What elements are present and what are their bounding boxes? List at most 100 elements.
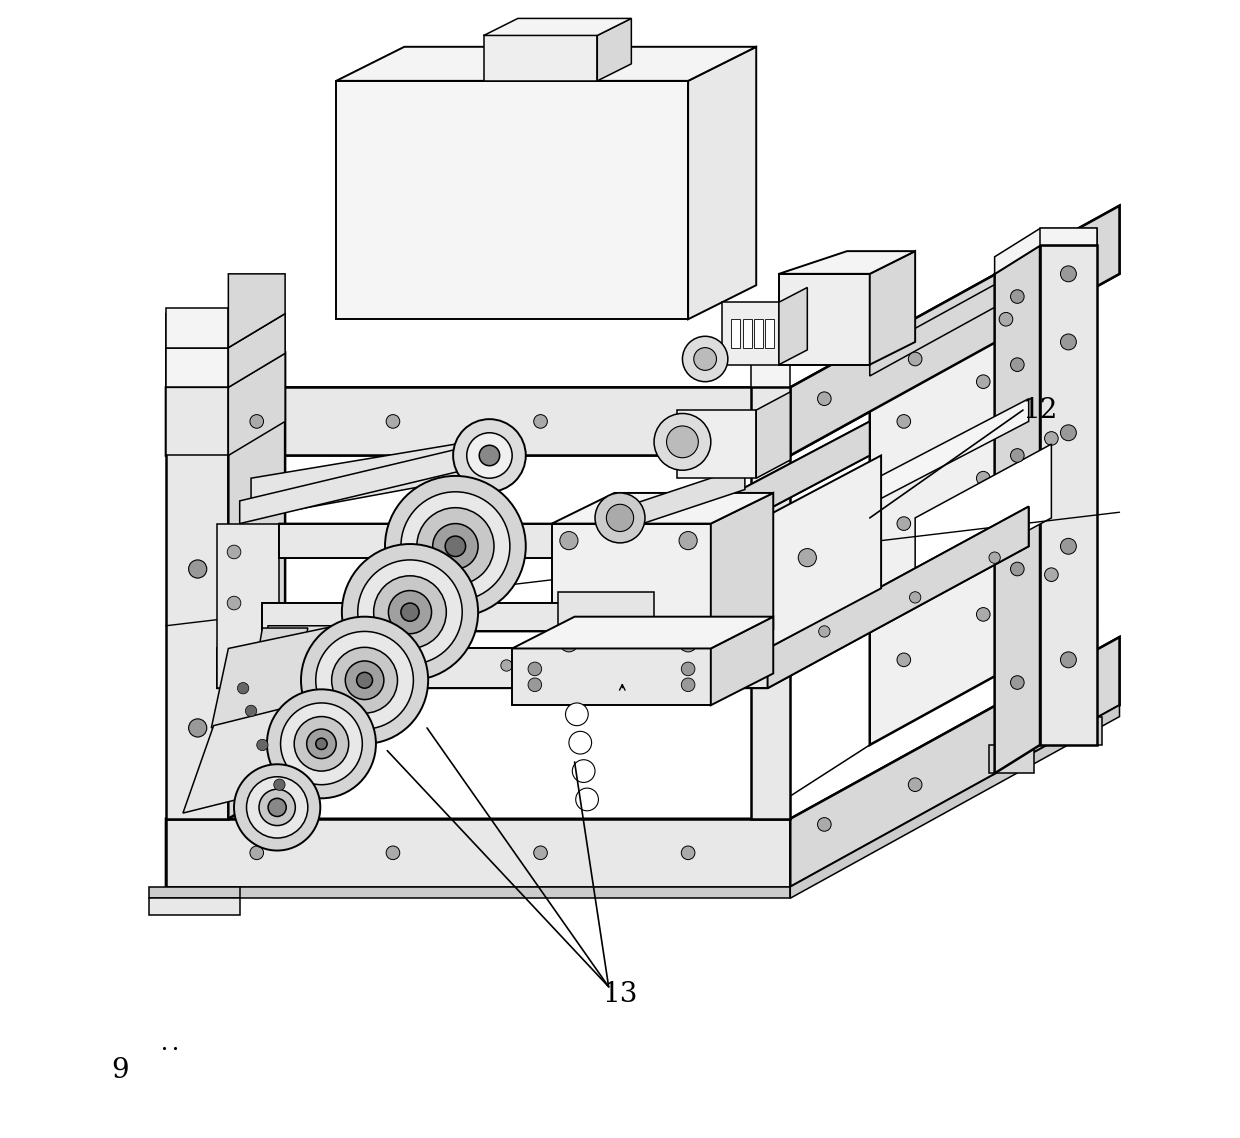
- Polygon shape: [166, 206, 1120, 455]
- Circle shape: [227, 596, 241, 610]
- Circle shape: [653, 413, 711, 470]
- Circle shape: [976, 374, 990, 388]
- Circle shape: [1044, 431, 1058, 445]
- Polygon shape: [869, 251, 915, 364]
- Circle shape: [990, 552, 1001, 563]
- Polygon shape: [790, 706, 1120, 898]
- Circle shape: [247, 777, 308, 838]
- Circle shape: [681, 678, 694, 692]
- Circle shape: [694, 347, 717, 370]
- Circle shape: [246, 706, 257, 717]
- Polygon shape: [779, 274, 869, 364]
- Circle shape: [569, 732, 591, 754]
- Circle shape: [559, 531, 578, 550]
- Polygon shape: [166, 308, 228, 347]
- Circle shape: [401, 492, 510, 601]
- Polygon shape: [166, 347, 228, 455]
- Circle shape: [250, 846, 264, 859]
- Circle shape: [909, 592, 921, 603]
- Polygon shape: [765, 320, 775, 347]
- Polygon shape: [915, 444, 1052, 592]
- Circle shape: [897, 517, 910, 530]
- Polygon shape: [677, 421, 869, 558]
- Polygon shape: [279, 398, 1029, 558]
- Polygon shape: [228, 314, 285, 387]
- Circle shape: [417, 508, 494, 585]
- Polygon shape: [558, 592, 653, 637]
- Polygon shape: [750, 347, 790, 387]
- Polygon shape: [768, 455, 882, 649]
- Circle shape: [386, 414, 399, 428]
- Polygon shape: [743, 320, 751, 347]
- Polygon shape: [512, 649, 711, 706]
- Circle shape: [817, 391, 831, 405]
- Circle shape: [401, 603, 419, 621]
- Polygon shape: [166, 387, 228, 818]
- Polygon shape: [166, 347, 228, 387]
- Circle shape: [1011, 676, 1024, 690]
- Polygon shape: [1040, 246, 1097, 745]
- Polygon shape: [279, 523, 677, 558]
- Circle shape: [728, 654, 739, 666]
- Circle shape: [316, 632, 413, 729]
- Polygon shape: [250, 626, 353, 728]
- Circle shape: [433, 523, 479, 569]
- Circle shape: [681, 414, 694, 428]
- Circle shape: [614, 660, 626, 671]
- Circle shape: [595, 493, 645, 543]
- Circle shape: [680, 634, 697, 652]
- Circle shape: [528, 662, 542, 676]
- Polygon shape: [994, 246, 1040, 774]
- Polygon shape: [512, 617, 774, 649]
- Circle shape: [453, 419, 526, 492]
- Circle shape: [331, 648, 398, 714]
- Circle shape: [257, 740, 268, 751]
- Circle shape: [388, 591, 432, 634]
- Polygon shape: [990, 745, 1034, 774]
- Circle shape: [1044, 568, 1058, 582]
- Circle shape: [1011, 357, 1024, 371]
- Polygon shape: [790, 206, 1120, 455]
- Circle shape: [274, 660, 285, 671]
- Circle shape: [188, 719, 207, 737]
- Circle shape: [1011, 562, 1024, 576]
- Circle shape: [373, 576, 446, 649]
- Polygon shape: [228, 314, 285, 455]
- Circle shape: [267, 690, 376, 799]
- Polygon shape: [722, 303, 779, 364]
- Polygon shape: [166, 887, 790, 898]
- Circle shape: [667, 426, 698, 457]
- Polygon shape: [552, 523, 711, 660]
- Circle shape: [227, 545, 241, 559]
- Polygon shape: [228, 353, 285, 818]
- Circle shape: [358, 560, 463, 665]
- Polygon shape: [1040, 229, 1097, 246]
- Polygon shape: [211, 626, 336, 728]
- Text: 12: 12: [1022, 396, 1058, 423]
- Circle shape: [1060, 335, 1076, 349]
- Circle shape: [345, 661, 384, 700]
- Polygon shape: [217, 523, 279, 688]
- Circle shape: [976, 471, 990, 485]
- Polygon shape: [217, 649, 768, 688]
- Circle shape: [306, 729, 336, 759]
- Circle shape: [559, 634, 578, 652]
- Polygon shape: [484, 35, 598, 81]
- Polygon shape: [250, 438, 490, 518]
- Circle shape: [1060, 652, 1076, 668]
- Circle shape: [897, 653, 910, 667]
- Circle shape: [1011, 290, 1024, 304]
- Circle shape: [1060, 538, 1076, 554]
- Polygon shape: [166, 637, 1120, 887]
- Polygon shape: [239, 444, 479, 523]
- Circle shape: [342, 544, 479, 681]
- Polygon shape: [869, 229, 1097, 376]
- Circle shape: [294, 717, 348, 772]
- Circle shape: [188, 560, 207, 578]
- Circle shape: [357, 673, 372, 688]
- Circle shape: [606, 504, 634, 531]
- Circle shape: [445, 536, 465, 556]
- Circle shape: [909, 778, 923, 792]
- Polygon shape: [598, 18, 631, 81]
- Text: 9: 9: [112, 1057, 129, 1085]
